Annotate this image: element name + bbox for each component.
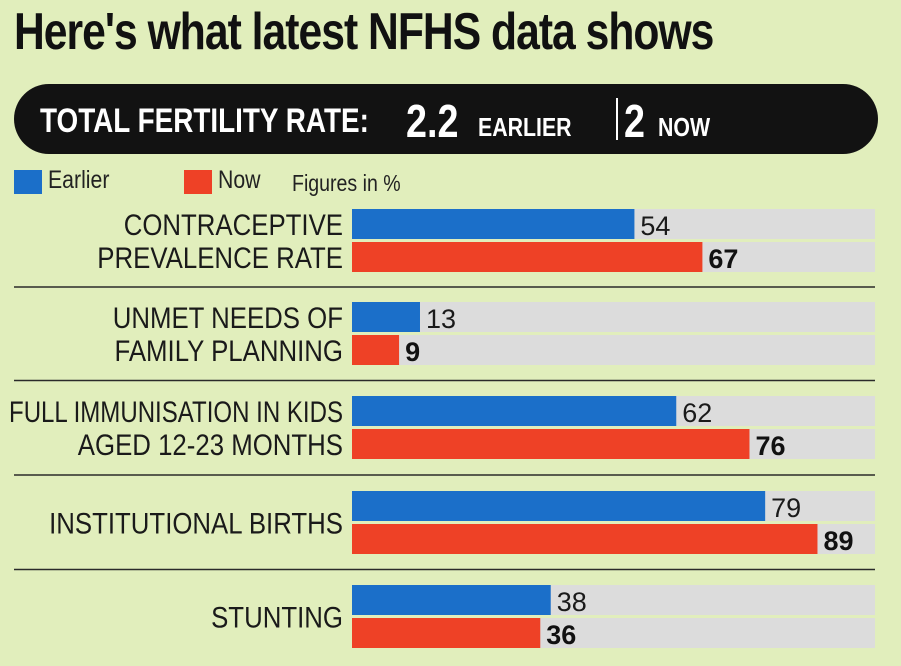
bar-earlier <box>352 585 551 615</box>
data-label-now: 76 <box>755 431 785 461</box>
data-label-now: 9 <box>405 337 420 367</box>
bar-now <box>352 429 750 459</box>
data-label-now: 89 <box>823 526 853 556</box>
data-label-earlier: 38 <box>557 587 587 617</box>
category-label: FULL IMMUNISATION IN KIDS <box>9 396 343 429</box>
bar-now <box>352 242 703 272</box>
bar-earlier <box>352 209 635 239</box>
figures-note: Figures in % <box>292 170 401 196</box>
fertility-rate-now-value: 2 <box>624 95 645 147</box>
data-label-earlier: 62 <box>682 398 712 428</box>
fertility-rate-banner: TOTAL FERTILITY RATE: 2.2 EARLIER 2 NOW <box>14 84 878 154</box>
data-label-earlier: 79 <box>771 493 801 523</box>
data-label-now: 36 <box>546 620 576 650</box>
bar-now <box>352 524 818 554</box>
fertility-rate-label: TOTAL FERTILITY RATE: <box>40 102 369 140</box>
legend-now-swatch <box>184 170 212 194</box>
bar-now <box>352 335 400 365</box>
page-title: Here's what latest NFHS data shows <box>14 3 714 61</box>
bar-earlier <box>352 302 420 332</box>
legend-earlier-swatch <box>14 170 42 194</box>
data-label-now: 67 <box>708 244 738 274</box>
fertility-rate-earlier-value: 2.2 <box>406 95 459 147</box>
bar-now <box>352 618 541 648</box>
data-label-earlier: 13 <box>426 304 456 334</box>
fertility-rate-now-tag: NOW <box>658 112 711 142</box>
category-label: INSTITUTIONAL BIRTHS <box>49 508 343 541</box>
legend-earlier-label: Earlier <box>48 166 110 194</box>
fertility-rate-divider <box>616 98 618 140</box>
bar-earlier <box>352 396 677 426</box>
category-label: PREVALENCE RATE <box>97 242 343 275</box>
legend-now-label: Now <box>218 166 261 194</box>
bar-track <box>352 302 875 332</box>
category-label: AGED 12-23 MONTHS <box>78 429 343 462</box>
bar-track <box>352 335 875 365</box>
data-label-earlier: 54 <box>640 211 670 241</box>
category-label: UNMET NEEDS OF <box>113 302 343 335</box>
category-label: STUNTING <box>211 602 343 635</box>
bar-earlier <box>352 491 766 521</box>
category-label: CONTRACEPTIVE <box>124 209 343 242</box>
category-label: FAMILY PLANNING <box>115 335 344 368</box>
fertility-rate-earlier-tag: EARLIER <box>478 112 572 142</box>
